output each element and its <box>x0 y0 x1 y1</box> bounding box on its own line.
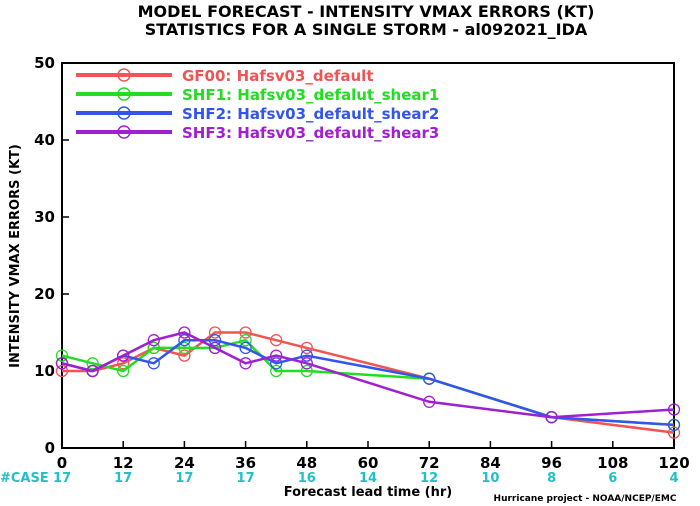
plot-area: 0102030405001712172417361748166014721284… <box>34 54 690 486</box>
data-point <box>178 349 191 362</box>
data-point <box>239 334 252 347</box>
x-tick-label: 96 <box>541 454 562 472</box>
data-point <box>208 341 222 355</box>
y-tick-label: 10 <box>34 362 55 380</box>
data-point <box>178 341 191 355</box>
case-count: 6 <box>608 471 617 486</box>
x-axis-label: Forecast lead time (hr) <box>284 485 452 500</box>
credit-text: Hurricane project - NOAA/NCEP/EMC <box>494 494 677 504</box>
data-point <box>667 418 681 432</box>
legend-marker <box>117 87 131 101</box>
data-point <box>55 364 69 378</box>
data-point <box>545 411 558 424</box>
data-point <box>239 357 252 370</box>
legend-label: SHF1: Hafsv03_defalut_shear1 <box>182 86 439 104</box>
case-count: 4 <box>669 471 678 486</box>
data-point <box>178 334 191 347</box>
data-point <box>117 357 130 370</box>
data-point <box>270 357 283 370</box>
case-count: 17 <box>175 471 193 486</box>
x-tick-label: 120 <box>658 454 689 472</box>
y-axis-label: INTENSITY VMAX ERRORS (KT) <box>8 144 23 368</box>
data-point <box>423 372 436 385</box>
data-point <box>208 334 222 347</box>
data-point <box>117 349 130 362</box>
case-count: 17 <box>114 471 132 486</box>
case-label: #CASE <box>0 471 49 486</box>
case-count: 17 <box>237 471 255 486</box>
y-tick-label: 0 <box>45 439 55 457</box>
y-tick-label: 50 <box>34 54 55 72</box>
data-point <box>270 364 283 378</box>
x-tick-label: 108 <box>597 454 628 472</box>
chart-title: MODEL FORECAST - INTENSITY VMAX ERRORS (… <box>138 2 595 21</box>
legend-label: GF00: Hafsv03_default <box>182 67 373 85</box>
y-tick-label: 40 <box>34 131 55 149</box>
legend-marker <box>117 106 131 120</box>
data-point <box>86 357 99 370</box>
case-count: 17 <box>53 471 71 486</box>
data-point <box>117 364 130 378</box>
data-point <box>55 349 69 362</box>
x-tick-label: 0 <box>57 454 67 472</box>
case-count: 12 <box>420 471 438 486</box>
data-point <box>239 341 252 355</box>
data-point <box>667 403 681 416</box>
data-point <box>270 334 283 347</box>
data-point <box>147 341 160 355</box>
legend-label: SHF3: Hafsv03_default_shear3 <box>182 124 439 142</box>
legend-label: SHF2: Hafsv03_default_shear2 <box>182 105 439 123</box>
data-point <box>86 364 99 378</box>
data-point <box>300 357 313 370</box>
y-tick-label: 30 <box>34 208 55 226</box>
data-point <box>423 395 436 408</box>
data-point <box>147 357 160 370</box>
data-point <box>147 334 160 347</box>
x-tick-label: 12 <box>113 454 134 472</box>
case-count: 8 <box>547 471 556 486</box>
x-tick-label: 48 <box>296 454 317 472</box>
data-point <box>300 341 313 355</box>
data-point <box>667 426 681 439</box>
case-count: 10 <box>481 471 499 486</box>
legend-marker <box>117 68 131 82</box>
data-point <box>55 357 69 370</box>
case-count: 16 <box>298 471 316 486</box>
chart-subtitle: STATISTICS FOR A SINGLE STORM - al092021… <box>145 20 588 39</box>
legend-marker <box>117 125 131 139</box>
data-point <box>300 364 313 378</box>
data-point <box>300 349 313 362</box>
data-point <box>239 326 252 339</box>
x-tick-label: 24 <box>174 454 195 472</box>
x-tick-label: 60 <box>358 454 379 472</box>
y-tick-label: 20 <box>34 285 55 303</box>
x-tick-label: 72 <box>419 454 440 472</box>
case-count: 14 <box>359 471 377 486</box>
x-tick-label: 84 <box>480 454 501 472</box>
data-point <box>208 326 222 339</box>
data-point <box>270 349 283 362</box>
x-tick-label: 36 <box>235 454 256 472</box>
data-point <box>178 326 191 339</box>
